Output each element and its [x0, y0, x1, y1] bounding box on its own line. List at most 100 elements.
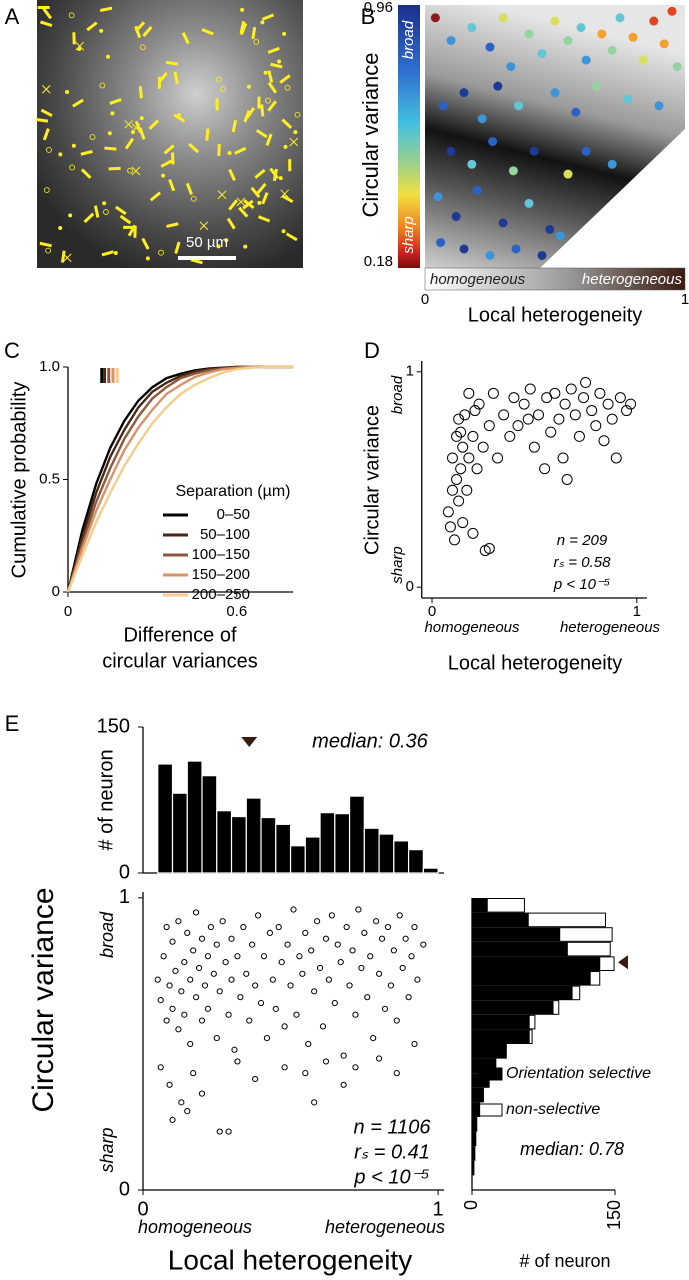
data-point: [550, 88, 560, 98]
data-point: [607, 159, 617, 169]
data-point: [195, 964, 203, 972]
cell-ring: [99, 82, 106, 89]
cell-dot: [263, 70, 268, 75]
data-point: [592, 81, 602, 91]
y-tick-label: 1.0: [39, 358, 60, 375]
x-tick-label: 0: [64, 603, 72, 620]
hist-segment: [471, 1014, 530, 1030]
hist-segment: [566, 941, 611, 957]
cell-cross: [217, 190, 227, 200]
orientation-bar: [239, 21, 246, 34]
data-point: [555, 231, 565, 241]
cell-dot: [110, 111, 115, 116]
data-point: [537, 250, 547, 260]
data-point: [405, 994, 412, 1001]
hist-segment: [471, 1000, 554, 1015]
data-point: [193, 909, 200, 916]
data-point: [393, 1070, 400, 1077]
cell-cross: [236, 197, 246, 207]
hist-segment: [471, 1102, 481, 1118]
cell-dot: [277, 59, 282, 64]
cell-dot: [243, 244, 248, 249]
orientation-bar: [80, 168, 92, 179]
orientation-bar: [141, 237, 150, 250]
data-point: [160, 953, 167, 960]
axis-word: homogeneous: [424, 619, 520, 636]
data-point: [553, 413, 565, 425]
orientation-bar: [185, 182, 193, 196]
hist-bar: [363, 827, 380, 874]
cv-colorbar: [398, 5, 420, 268]
hist-bar: [289, 845, 306, 874]
data-point: [375, 1055, 383, 1062]
orientation-bar: [245, 107, 256, 119]
data-point: [181, 959, 188, 966]
data-point: [364, 994, 371, 1001]
median-label: median: 0.36: [312, 730, 429, 752]
y-tick-label: 0.18: [364, 253, 393, 270]
data-point: [263, 1034, 271, 1042]
orientation-bar: [72, 98, 84, 108]
orientation-bar: [255, 129, 268, 139]
hist-segment: [471, 1131, 477, 1147]
y-axis-label: Circular variance: [361, 405, 383, 555]
orientation-bar: [138, 86, 143, 99]
data-point: [322, 935, 330, 942]
cell-cross: [199, 221, 209, 231]
orientation-bar: [226, 217, 236, 230]
hist-segment: [528, 1029, 533, 1045]
orientation-bar: [285, 232, 298, 242]
data-point: [181, 1011, 188, 1018]
data-point: [187, 976, 194, 983]
data-point: [166, 1081, 173, 1088]
data-point: [463, 387, 475, 399]
data-point: [334, 941, 341, 948]
data-point: [463, 452, 475, 464]
data-point: [352, 1064, 359, 1071]
data-point: [169, 938, 176, 945]
data-point: [299, 970, 306, 977]
cell-ring: [68, 12, 75, 19]
data-point: [444, 521, 456, 533]
data-point: [293, 1011, 300, 1018]
x-tick-label: 150: [604, 1200, 624, 1230]
stat-annotation: rₛ = 0.58: [554, 554, 612, 571]
data-point: [623, 94, 633, 104]
y-tick-label: 1: [406, 363, 414, 380]
data-point: [514, 101, 524, 111]
panel-label: B: [361, 4, 376, 29]
data-point: [485, 250, 495, 260]
hist-segment: [471, 1058, 497, 1074]
cell-dot: [257, 200, 262, 205]
legend-swatch: [477, 1103, 503, 1117]
data-point: [498, 13, 508, 23]
data-point: [453, 413, 465, 425]
cell-dot: [227, 150, 232, 155]
hist-segment: [589, 971, 601, 986]
cell-dot: [102, 201, 107, 206]
data-point: [169, 1005, 176, 1012]
data-point: [314, 918, 321, 925]
hist-bar: [378, 833, 395, 874]
data-point: [249, 941, 256, 948]
orientation-bar: [267, 100, 277, 112]
cell-dot: [139, 116, 144, 121]
data-point: [625, 398, 637, 410]
data-point: [396, 912, 403, 919]
data-point: [598, 435, 610, 447]
data-point: [408, 953, 415, 960]
y-axis-label: Circular variance: [358, 52, 383, 217]
data-point: [610, 452, 622, 464]
orientation-bar: [168, 178, 176, 192]
data-point: [581, 146, 591, 156]
cell-cross: [289, 137, 299, 147]
x-tick-label: 1: [681, 291, 689, 308]
orientation-bar: [265, 133, 273, 146]
cell-dot: [278, 176, 283, 181]
data-point: [545, 224, 555, 234]
cell-markers: [35, 5, 301, 265]
data-point: [578, 392, 590, 404]
data-point: [231, 1046, 238, 1053]
data-point: [563, 169, 573, 179]
data-point: [175, 1026, 182, 1033]
